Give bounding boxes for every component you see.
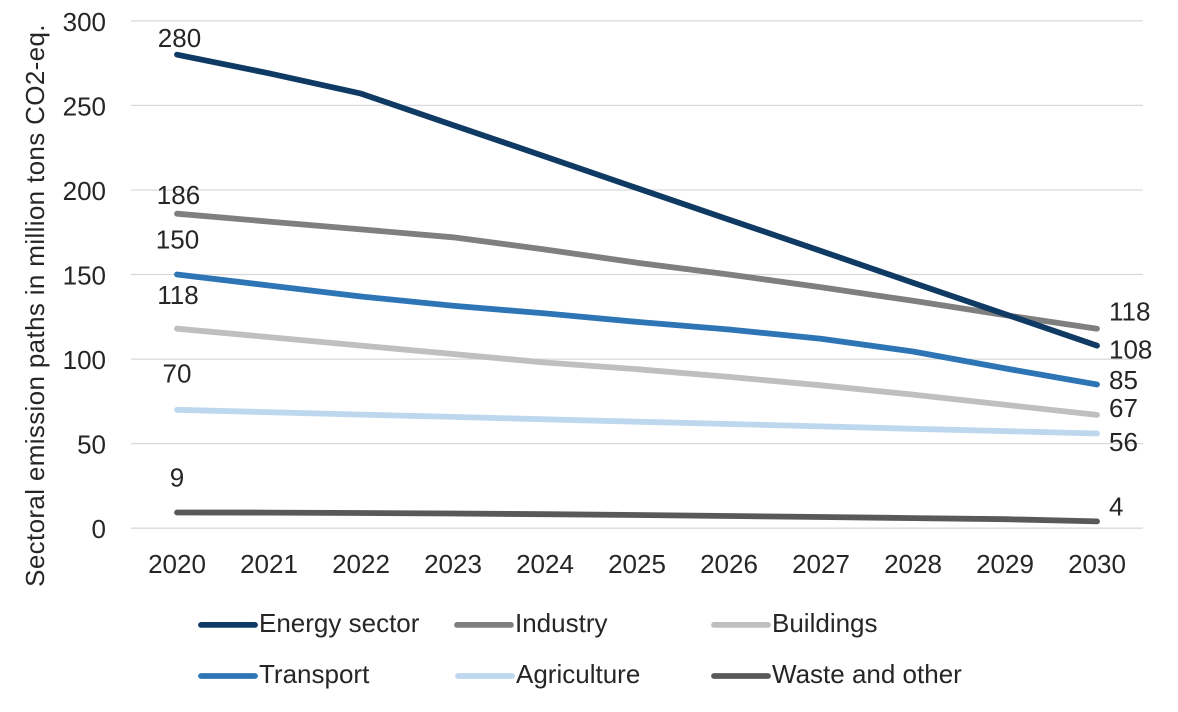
svg-text:108: 108 — [1109, 335, 1152, 365]
svg-text:118: 118 — [1109, 296, 1150, 326]
svg-text:4: 4 — [1109, 492, 1123, 522]
svg-text:Buildings: Buildings — [772, 608, 878, 638]
svg-text:2025: 2025 — [608, 549, 666, 579]
svg-text:2027: 2027 — [792, 549, 850, 579]
svg-text:200: 200 — [63, 176, 106, 206]
svg-text:Waste and other: Waste and other — [772, 659, 962, 689]
svg-text:85: 85 — [1109, 365, 1138, 395]
svg-text:2026: 2026 — [700, 549, 758, 579]
svg-text:Industry: Industry — [515, 608, 608, 638]
svg-text:100: 100 — [63, 345, 106, 375]
svg-text:300: 300 — [63, 7, 106, 37]
svg-text:2022: 2022 — [332, 549, 390, 579]
svg-text:150: 150 — [156, 225, 199, 255]
svg-text:67: 67 — [1109, 393, 1138, 423]
svg-text:Energy sector: Energy sector — [259, 608, 420, 638]
svg-text:118: 118 — [157, 280, 198, 310]
svg-text:250: 250 — [63, 91, 106, 121]
svg-text:Sectoral emission paths in mil: Sectoral emission paths in million tons … — [20, 24, 50, 587]
svg-text:0: 0 — [92, 514, 106, 544]
svg-text:56: 56 — [1109, 427, 1138, 457]
svg-text:2030: 2030 — [1068, 549, 1126, 579]
svg-text:2029: 2029 — [976, 549, 1034, 579]
svg-text:50: 50 — [77, 430, 106, 460]
svg-text:2024: 2024 — [516, 549, 574, 579]
svg-text:2020: 2020 — [148, 549, 206, 579]
svg-text:280: 280 — [158, 23, 201, 53]
svg-text:2028: 2028 — [884, 549, 942, 579]
svg-text:150: 150 — [63, 261, 106, 291]
svg-text:9: 9 — [170, 462, 184, 492]
svg-text:2023: 2023 — [424, 549, 482, 579]
svg-text:70: 70 — [163, 359, 192, 389]
svg-text:Agriculture: Agriculture — [516, 659, 640, 689]
svg-text:2021: 2021 — [240, 549, 298, 579]
svg-text:186: 186 — [157, 180, 200, 210]
svg-text:Transport: Transport — [259, 659, 370, 689]
